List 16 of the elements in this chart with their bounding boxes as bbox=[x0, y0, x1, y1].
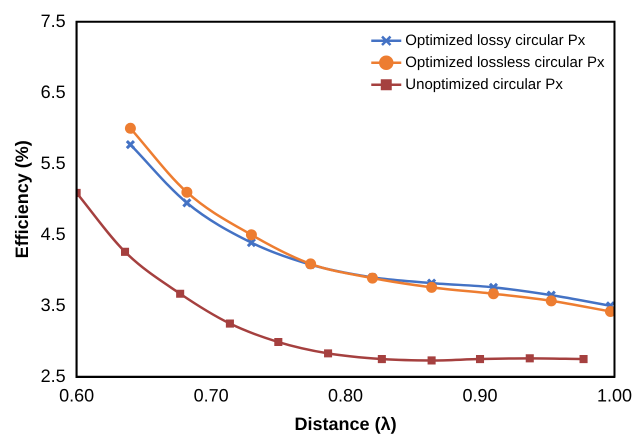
y-tick-label: 5.5 bbox=[40, 152, 66, 173]
y-tick-label: 6.5 bbox=[40, 82, 66, 102]
y-tick-label: 7.5 bbox=[40, 10, 66, 31]
y-tick-label: 2.5 bbox=[40, 366, 66, 386]
legend-label: Unoptimized circular Px bbox=[405, 76, 564, 93]
legend-label: Optimized lossless circular Px bbox=[405, 54, 605, 71]
y-tick-label: 4.5 bbox=[40, 224, 66, 244]
legend-label: Optimized lossy circular Px bbox=[405, 32, 586, 49]
x-tick-label: 1.00 bbox=[596, 386, 632, 406]
x-tick-label: 0.90 bbox=[462, 386, 498, 406]
y-axis-title: Efficiency (%) bbox=[12, 140, 32, 258]
y-tick-label: 3.5 bbox=[40, 294, 66, 315]
x-axis-title: Distance (λ) bbox=[294, 414, 397, 434]
x-tick-label: 0.60 bbox=[59, 386, 94, 406]
x-tick-label: 0.70 bbox=[194, 386, 229, 406]
x-tick-label: 0.80 bbox=[328, 386, 364, 406]
